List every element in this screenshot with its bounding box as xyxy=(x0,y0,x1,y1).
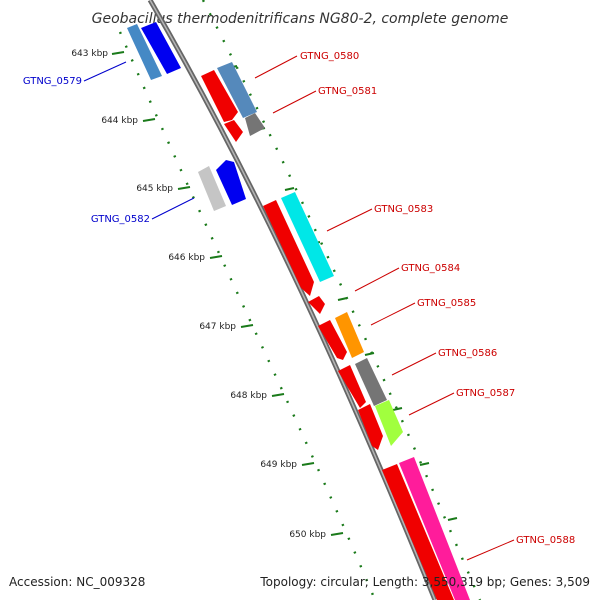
minor-tick xyxy=(392,407,403,411)
major-tick xyxy=(301,462,315,466)
outer-ruler-line xyxy=(201,0,482,600)
genome-backbone xyxy=(147,0,438,600)
gene-shading xyxy=(224,120,243,142)
gene-gtng_0581[interactable] xyxy=(224,113,265,142)
gene-shading xyxy=(127,24,162,80)
gene-gtng_0583[interactable] xyxy=(263,192,334,296)
label-leader-line xyxy=(326,208,373,232)
major-tick xyxy=(111,51,125,55)
gene-label[interactable]: GTNG_0586 xyxy=(438,348,497,359)
tick-label: 645 kbp xyxy=(136,184,173,194)
gene-label[interactable]: GTNG_0581 xyxy=(318,86,377,97)
label-leader-line xyxy=(391,352,437,376)
map-title: Geobacillus thermodenitrificans NG80-2, … xyxy=(92,11,509,27)
label-leader-line xyxy=(83,61,127,82)
gene-label[interactable]: GTNG_0587 xyxy=(456,388,515,399)
backbone-highlight xyxy=(149,0,436,600)
gene-label[interactable]: GTNG_0579 xyxy=(23,76,82,87)
label-leader-line xyxy=(370,302,416,326)
gene-gtng_0584[interactable] xyxy=(308,296,325,314)
backbone-band xyxy=(147,0,438,600)
gene-shading xyxy=(201,70,238,122)
tick-label: 646 kbp xyxy=(168,253,205,263)
minor-tick xyxy=(419,462,430,466)
gene-shading xyxy=(358,404,383,450)
tick-label: 650 kbp xyxy=(289,530,326,540)
tick-label: 649 kbp xyxy=(260,460,297,470)
gene-shading xyxy=(216,160,246,205)
gene-gtng_0587[interactable] xyxy=(358,400,403,450)
gene-shading xyxy=(217,62,257,118)
gene-shading xyxy=(338,365,366,408)
minor-tick xyxy=(447,517,458,521)
gene-gtng_0579[interactable] xyxy=(127,22,181,80)
label-leader-line xyxy=(254,55,298,79)
gene-labels: GTNG_0579 GTNG_0580 GTNG_0581 GTNG_0582 GTNG… xyxy=(23,51,575,561)
gene-shading xyxy=(375,400,403,446)
minor-tick xyxy=(337,297,348,301)
gene-gtng_0582[interactable] xyxy=(198,160,246,211)
tick-label: 643 kbp xyxy=(71,49,108,59)
gene-shading xyxy=(355,358,387,406)
gene-label[interactable]: GTNG_0588 xyxy=(516,535,575,546)
gene-shading xyxy=(382,464,454,600)
label-leader-line xyxy=(272,90,317,114)
gene-label[interactable]: GTNG_0584 xyxy=(401,263,460,274)
major-tick xyxy=(142,118,156,122)
minor-tick xyxy=(364,352,375,356)
gene-track xyxy=(127,22,470,600)
gene-shading xyxy=(318,320,347,360)
gene-shading xyxy=(281,192,334,282)
gene-shading xyxy=(198,166,226,211)
major-tick xyxy=(271,393,285,397)
gene-gtng_0588[interactable] xyxy=(382,457,470,600)
gene-label[interactable]: GTNG_0580 xyxy=(300,51,359,62)
major-tick xyxy=(240,324,254,328)
gene-shading xyxy=(263,200,314,296)
gene-shading xyxy=(308,296,325,314)
gene-shading xyxy=(335,312,364,358)
label-leader-line xyxy=(408,392,455,416)
major-tick xyxy=(330,532,344,536)
tick-label: 644 kbp xyxy=(101,116,138,126)
gene-shading xyxy=(245,113,265,136)
gene-label[interactable]: GTNG_0585 xyxy=(417,298,476,309)
gene-gtng_0586[interactable] xyxy=(338,358,387,408)
gene-label[interactable]: GTNG_0583 xyxy=(374,204,433,215)
gene-gtng_0585[interactable] xyxy=(318,312,364,360)
major-tick xyxy=(177,186,191,190)
gene-label[interactable]: GTNG_0582 xyxy=(91,214,150,225)
major-tick xyxy=(209,255,223,259)
topology-text: Topology: circular; Length: 3,550,319 bp… xyxy=(259,575,590,589)
gene-gtng_0580[interactable] xyxy=(201,62,257,122)
label-leader-line xyxy=(466,539,515,561)
minor-tick xyxy=(284,187,295,191)
gene-shading xyxy=(141,22,181,74)
tick-label: 647 kbp xyxy=(199,322,236,332)
accession-text: Accession: NC_009328 xyxy=(9,575,145,589)
label-leader-line xyxy=(151,197,195,220)
tick-label: 648 kbp xyxy=(230,391,267,401)
gene-shading xyxy=(399,457,470,600)
label-leader-line xyxy=(354,267,400,292)
